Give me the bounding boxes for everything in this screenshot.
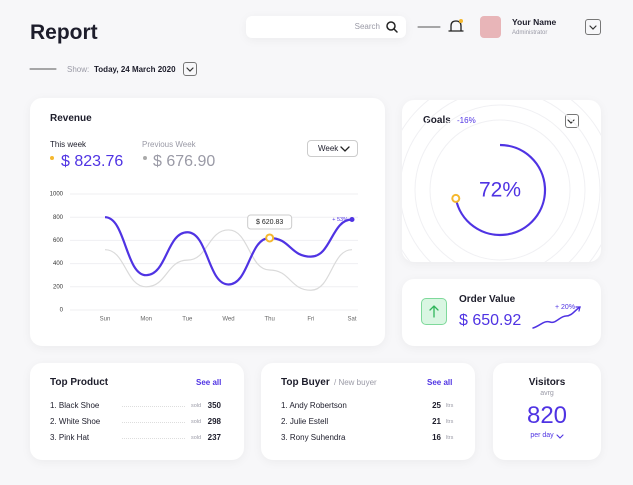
top_buyer-unit: ltrs [446, 435, 454, 441]
user-dropdown[interactable] [585, 19, 601, 35]
row-line [122, 438, 185, 439]
period-button[interactable] [307, 140, 358, 157]
page-title: Report [30, 21, 98, 44]
avatar[interactable] [480, 16, 501, 38]
previous-week-total: $ 676.90 [153, 153, 216, 170]
period-button-label: Week [318, 144, 339, 153]
top_product-name: 2. White Shoe [50, 417, 101, 426]
goals-change: -16% [457, 116, 476, 125]
visitors-title: Visitors [528, 377, 566, 388]
user-name: Your Name [512, 17, 557, 27]
top_product-name: 3. Pink Hat [50, 433, 90, 442]
top_buyer-unit: ltrs [446, 419, 454, 425]
top_buyer-name: 1. Andy Robertson [281, 401, 347, 410]
user-role: Administrator [512, 30, 548, 36]
order-value-title: Order Value [459, 294, 516, 305]
top-product-link[interactable]: See all [196, 378, 222, 387]
top-product-title: Top Product [50, 377, 109, 388]
bell-icon[interactable] [448, 20, 464, 32]
top_buyer-unit: ltrs [446, 403, 454, 409]
visitors-period[interactable]: per day [530, 432, 554, 439]
top_product-unit: sold [191, 419, 202, 425]
revenue-card [30, 98, 385, 346]
legend-this-week: This week [50, 140, 87, 149]
top-product-card [30, 363, 244, 460]
top_buyer-name: 3. Rony Suhendra [281, 433, 346, 442]
goals-dropdown[interactable] [565, 114, 579, 128]
show-label: Show: [67, 65, 90, 74]
top-buyer-title: Top Buyer [281, 377, 330, 388]
order-value-change: + 20% [555, 304, 576, 311]
visitors-subtitle: avrg [540, 390, 554, 397]
date-dropdown[interactable] [183, 62, 197, 76]
top_product-unit: sold [191, 435, 202, 441]
top-buyer-link[interactable]: See all [427, 378, 453, 387]
top_buyer-name: 2. Julie Estell [281, 417, 329, 426]
bell-badge [459, 19, 463, 23]
top_product-unit: sold [191, 403, 202, 409]
top_buyer-value: 21 [432, 417, 441, 426]
goals-title: Goals [423, 115, 451, 126]
row-line [122, 406, 185, 407]
top_buyer-value: 16 [432, 433, 441, 442]
order-icon [421, 298, 447, 325]
row-line [122, 422, 185, 423]
top_product-name: 1. Black Shoe [50, 401, 100, 410]
order-value-amount: $ 650.92 [459, 312, 522, 329]
top_product-value: 350 [207, 401, 221, 410]
top_buyer-value: 25 [432, 401, 441, 410]
search-placeholder: Search [354, 22, 380, 31]
top-buyer-subtitle: / New buyer [334, 378, 377, 387]
this-week-total: $ 823.76 [61, 153, 124, 170]
revenue-title: Revenue [50, 113, 92, 124]
legend-previous-week: Previous Week [142, 140, 196, 149]
visitors-value: 820 [526, 402, 568, 429]
top-buyer-card [261, 363, 475, 460]
search-box[interactable] [246, 16, 406, 38]
top_product-value: 237 [207, 433, 221, 442]
visitors-card [493, 363, 601, 460]
top_product-value: 298 [207, 417, 221, 426]
date: Today, 24 March 2020 [94, 65, 176, 74]
